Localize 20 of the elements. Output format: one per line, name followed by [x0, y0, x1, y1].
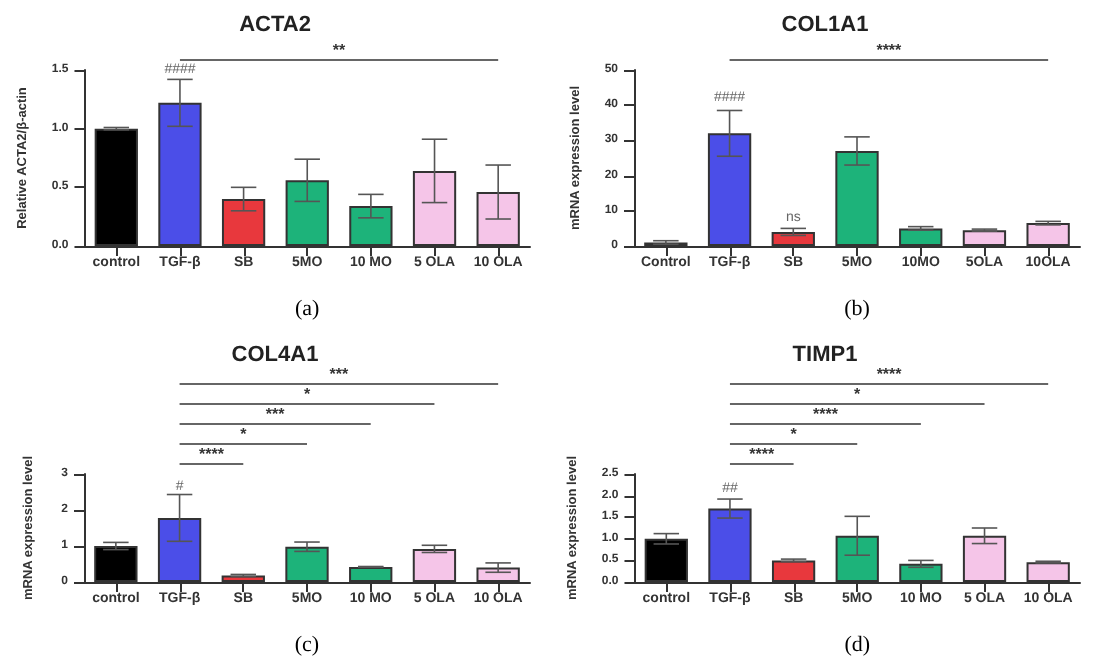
x-axis-title: (c): [294, 633, 320, 657]
x-axis-title: (d): [844, 633, 871, 657]
text: ***: [265, 405, 287, 423]
text: ****: [812, 405, 840, 423]
chart-title: TIMP1: [792, 343, 858, 367]
text: ****: [749, 445, 776, 463]
text: **: [332, 41, 348, 59]
text: ***: [329, 365, 350, 383]
text: ****: [876, 365, 904, 383]
text: ****: [198, 445, 226, 463]
text: *: [240, 425, 249, 443]
chart-title: COL4A1: [231, 343, 319, 367]
text: *: [790, 425, 799, 443]
text: *: [303, 385, 312, 403]
chart-title: ACTA2: [239, 13, 311, 37]
text: ****: [876, 41, 904, 59]
chart-title: COL1A1: [781, 13, 869, 37]
text: *: [854, 385, 863, 403]
x-axis-title: (a): [295, 297, 321, 321]
x-axis-title: (b): [844, 297, 871, 321]
